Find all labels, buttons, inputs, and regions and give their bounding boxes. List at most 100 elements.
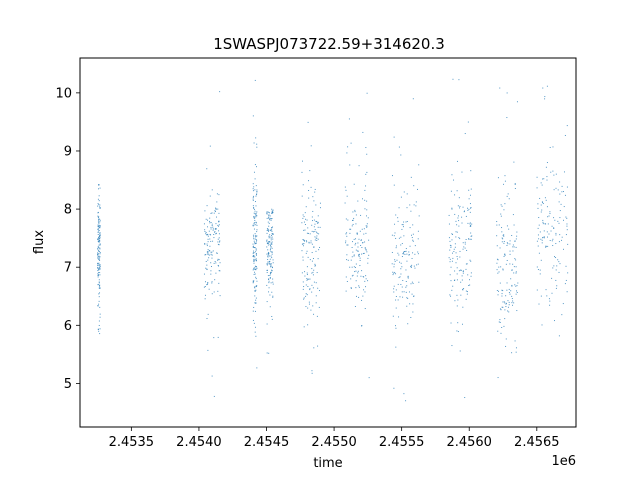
data-point (268, 222, 270, 224)
data-point (347, 146, 349, 148)
data-point (496, 235, 498, 237)
data-point (252, 224, 254, 226)
data-point (254, 210, 256, 212)
data-point (349, 164, 351, 166)
data-point (216, 252, 218, 254)
data-point (562, 248, 564, 250)
data-point (255, 214, 257, 216)
data-point (99, 313, 101, 315)
data-point (98, 268, 100, 270)
data-point (98, 330, 100, 332)
data-point (306, 241, 308, 243)
data-point (459, 256, 461, 258)
data-point (470, 275, 472, 277)
data-point (402, 253, 404, 255)
data-point (448, 223, 450, 225)
data-point (317, 215, 319, 217)
data-point (361, 270, 363, 272)
data-point (401, 286, 403, 288)
data-point (464, 243, 466, 245)
data-point (204, 286, 206, 288)
data-point (450, 245, 452, 247)
data-point (272, 226, 274, 228)
data-point (98, 269, 100, 271)
data-point (253, 224, 255, 226)
data-point (270, 266, 272, 268)
data-point (508, 288, 510, 290)
data-point (406, 253, 408, 255)
data-point (255, 278, 257, 280)
data-point (99, 274, 101, 276)
data-point (506, 302, 507, 304)
data-point (543, 236, 545, 238)
data-point (367, 280, 369, 282)
data-point (253, 238, 255, 240)
data-point (464, 241, 466, 243)
data-point (211, 189, 213, 191)
data-point (211, 251, 213, 253)
data-point (501, 327, 503, 328)
data-point (254, 243, 256, 245)
data-point (405, 291, 407, 293)
data-point (306, 232, 308, 234)
data-point (516, 231, 518, 233)
data-point (268, 352, 270, 354)
data-point (394, 232, 396, 234)
data-point (255, 248, 257, 250)
data-point (99, 233, 101, 235)
data-point (546, 85, 548, 87)
data-point (212, 228, 214, 230)
data-point (269, 241, 271, 243)
data-point (363, 233, 365, 235)
data-point (546, 179, 548, 181)
data-point (210, 252, 212, 254)
data-point (540, 259, 542, 261)
data-point (561, 236, 563, 238)
data-point (99, 227, 101, 229)
data-point (302, 184, 304, 186)
data-point (549, 211, 551, 213)
data-point (319, 207, 321, 209)
data-point (315, 220, 317, 222)
data-point (210, 226, 212, 228)
data-point (565, 279, 567, 281)
data-point (555, 287, 557, 289)
data-point (97, 275, 99, 277)
data-point (496, 245, 498, 247)
data-point (353, 255, 355, 257)
data-point (253, 217, 255, 219)
data-point (266, 264, 268, 266)
data-point (204, 294, 206, 296)
data-point (268, 212, 270, 214)
data-point (360, 214, 362, 216)
data-point (316, 235, 318, 237)
data-point (397, 283, 399, 285)
data-point (253, 207, 255, 209)
data-point (204, 242, 206, 244)
data-point (272, 295, 274, 297)
data-point (364, 247, 366, 249)
data-point (462, 206, 464, 208)
data-point (301, 222, 303, 224)
data-point (352, 251, 354, 253)
data-point (99, 288, 101, 289)
data-point (516, 292, 518, 293)
data-point (319, 226, 321, 228)
data-point (405, 280, 407, 282)
data-point (268, 261, 270, 263)
data-point (366, 153, 368, 155)
data-point (549, 146, 551, 148)
data-point (560, 203, 562, 205)
data-point (269, 243, 271, 245)
data-point (516, 285, 518, 287)
data-point (554, 256, 555, 258)
data-point (311, 230, 313, 232)
data-point (451, 208, 453, 210)
data-point (451, 345, 453, 347)
data-point (267, 255, 269, 257)
data-point (310, 242, 312, 244)
data-point (411, 257, 413, 259)
data-point (317, 221, 319, 223)
data-point (561, 239, 563, 241)
data-point (255, 185, 257, 187)
